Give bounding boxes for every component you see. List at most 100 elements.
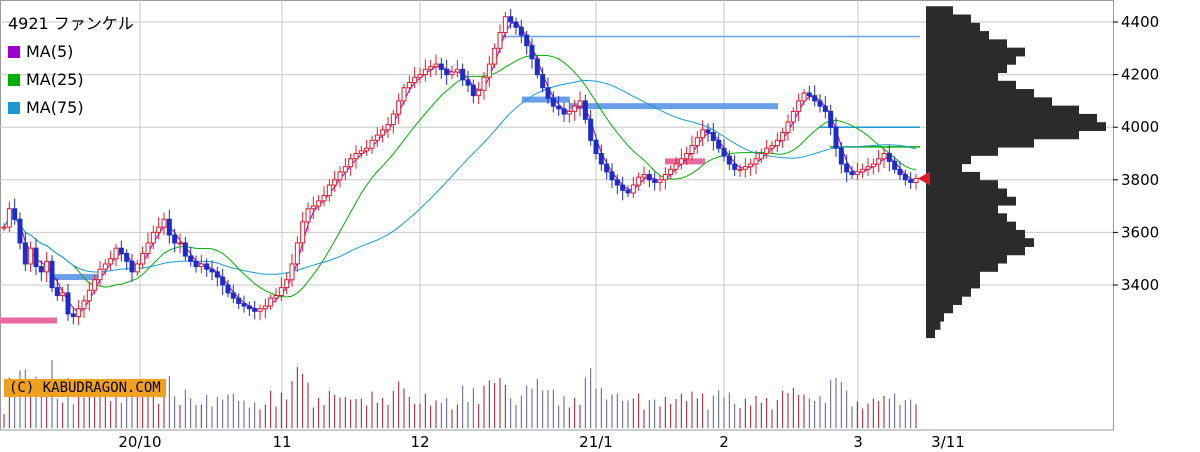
candle-body	[849, 171, 855, 176]
candle-body	[97, 268, 103, 281]
volume-profile-bar	[926, 205, 998, 214]
candle-body	[401, 87, 407, 102]
candle-body	[769, 145, 775, 149]
y-tick-label: 3800	[1121, 171, 1159, 189]
candle-body	[225, 284, 231, 294]
candle-body	[33, 247, 39, 268]
candle-body	[593, 139, 599, 155]
candle-body	[76, 308, 82, 318]
candle-body	[342, 166, 348, 173]
candle-body	[332, 179, 338, 186]
candle-body	[572, 105, 578, 112]
candle-body	[449, 71, 455, 76]
candle-body	[588, 118, 594, 141]
legend-label-ma25: MA(25)	[26, 70, 84, 89]
volume-profile-bar	[926, 105, 1079, 115]
candle-body	[620, 184, 626, 191]
candle-body	[44, 260, 50, 273]
volume-profile-bar	[926, 31, 989, 40]
candle-body	[502, 16, 508, 34]
candle-body	[566, 110, 572, 115]
candle-body	[865, 166, 871, 170]
legend-item-ma75: MA(75)	[8, 94, 134, 122]
candle-body	[657, 179, 663, 183]
y-tick-label: 4200	[1121, 66, 1159, 84]
candle-body	[49, 260, 55, 289]
volume-profile-bar	[926, 22, 980, 32]
last-price-marker	[918, 171, 930, 186]
candle-body	[662, 174, 668, 181]
candle-body	[166, 218, 172, 236]
candle-body	[817, 100, 823, 107]
candle-body	[278, 287, 284, 297]
candle-body	[470, 84, 476, 97]
resistance-marker	[50, 274, 98, 281]
volume-profile-bar	[926, 163, 962, 173]
candle-body	[748, 163, 754, 168]
candle-body	[529, 45, 535, 60]
candle-body	[556, 105, 562, 110]
candle-body	[92, 279, 98, 291]
candle-body	[854, 171, 860, 176]
candle-body	[321, 195, 327, 202]
candle-body	[550, 97, 556, 107]
candle-body	[726, 155, 732, 165]
volume-profile-bar	[926, 188, 1007, 198]
candle-body	[380, 129, 386, 136]
candle-body	[892, 160, 898, 170]
candle-body	[209, 268, 215, 273]
candle-body	[492, 47, 498, 65]
candle-body	[236, 297, 242, 304]
volume-profile-bar	[926, 329, 935, 339]
candle-body	[764, 147, 770, 155]
candle-body	[134, 263, 140, 273]
candle-body	[172, 234, 178, 244]
candle-body	[833, 126, 839, 149]
ma-line-ma25	[3, 54, 917, 298]
volume-profile-bar	[926, 196, 1016, 206]
ma5-swatch	[8, 46, 20, 58]
candle-body	[668, 168, 674, 176]
candle-body	[705, 129, 711, 133]
candle-body	[486, 63, 492, 78]
candle-body	[508, 16, 514, 23]
candle-body	[646, 174, 652, 181]
candle-body	[17, 218, 23, 244]
y-tick-label: 4400	[1121, 13, 1159, 31]
chart-title-row: 4921 ファンケル	[8, 10, 134, 38]
candle-body	[268, 297, 274, 307]
candle-body	[188, 255, 194, 262]
candle-body	[204, 263, 210, 270]
candle-body	[385, 124, 391, 131]
volume-profile-bar	[926, 6, 953, 16]
candle-body	[150, 231, 156, 244]
candle-body	[348, 158, 354, 168]
ma75-swatch	[8, 102, 20, 114]
candle-body	[758, 153, 764, 160]
candle-body	[396, 100, 402, 115]
candle-body	[465, 79, 471, 86]
volume-profile-bar	[926, 254, 1007, 264]
candle-body	[364, 147, 370, 152]
volume-profile-bar	[926, 246, 1025, 256]
candle-body	[625, 189, 631, 194]
candle-body	[801, 92, 807, 102]
candle-body	[433, 63, 439, 68]
candle-body	[108, 258, 114, 265]
volume-profile-bar	[926, 122, 1106, 131]
candle-body	[220, 276, 226, 286]
x-tick-label: 3	[853, 433, 863, 451]
candle-body	[81, 300, 87, 310]
candle-body	[540, 74, 546, 89]
candle-body	[289, 263, 295, 281]
candle-body	[54, 287, 60, 297]
legend-item-ma25: MA(25)	[8, 66, 134, 94]
candle-body	[700, 129, 706, 139]
volume-profile-bar	[926, 138, 1034, 148]
x-tick-label: 21/1	[579, 433, 613, 451]
volume-profile-bar	[926, 321, 941, 330]
candle-body	[369, 139, 375, 149]
candle-body	[673, 163, 679, 170]
plot-frame	[0, 0, 1114, 431]
